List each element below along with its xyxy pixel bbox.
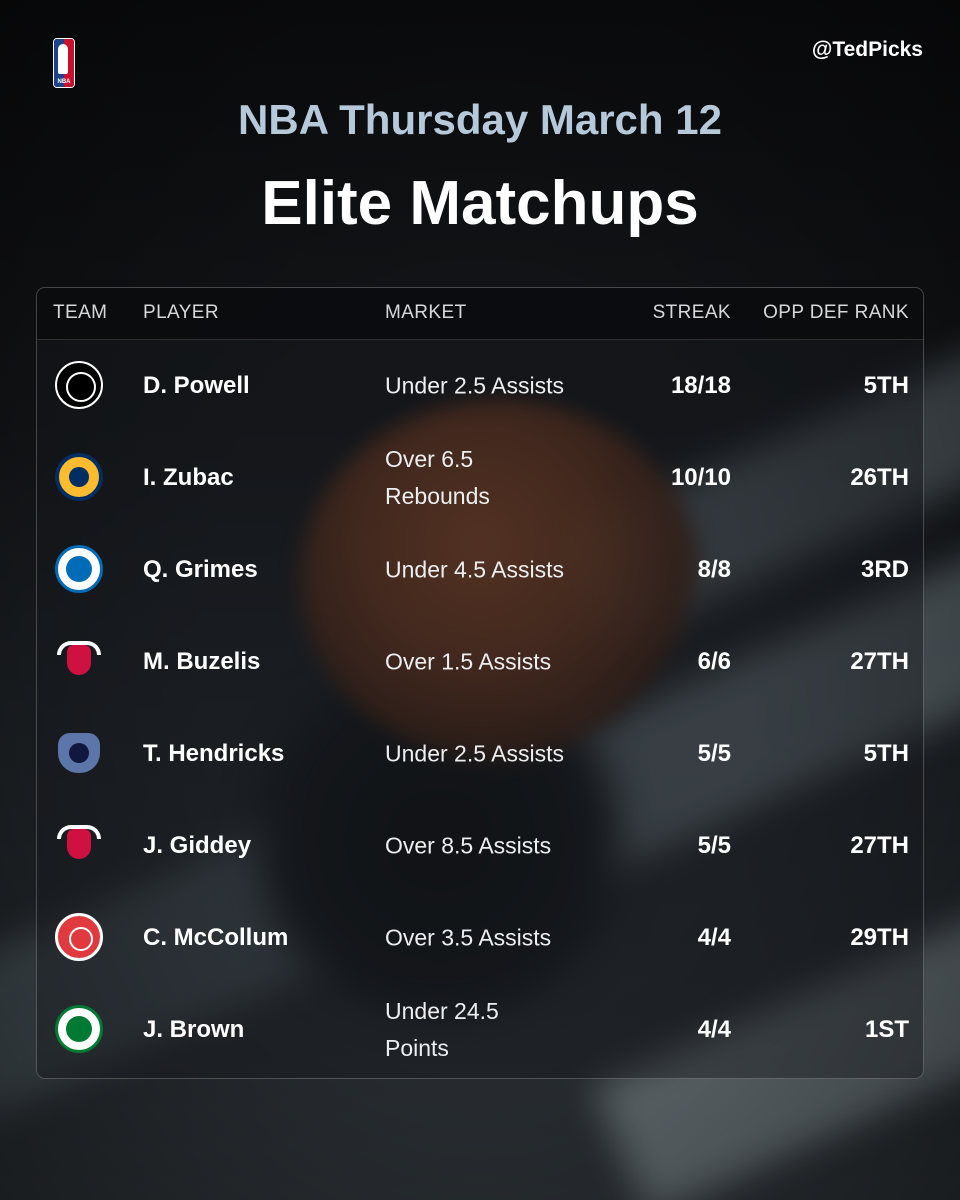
hawks-logo-icon: [55, 913, 103, 961]
column-header-streak: STREAK: [652, 302, 731, 323]
player-name: T. Hendricks: [143, 740, 285, 767]
76ers-logo-icon: [55, 545, 103, 593]
nets-logo-icon: [55, 361, 103, 409]
player-name: M. Buzelis: [143, 648, 261, 675]
player-name: I. Zubac: [143, 464, 234, 491]
opp-def-rank-value: 26TH: [850, 464, 909, 491]
streak-value: 10/10: [670, 464, 731, 491]
basketball-image: [300, 400, 700, 760]
opp-def-rank-value: 5TH: [863, 372, 909, 399]
streak-value: 8/8: [697, 556, 731, 583]
opp-def-rank-value: 3RD: [860, 556, 909, 583]
column-header-opp-def-rank: OPP DEF RANK: [763, 302, 909, 323]
market-text: Over 8.5 Assists: [385, 832, 552, 859]
table-row: M. Buzelis Over 1.5 Assists 6/6 27TH: [37, 616, 923, 708]
matchups-table: TEAM PLAYER MARKET STREAK OPP DEF RANK D…: [36, 287, 924, 1079]
streak-value: 5/5: [697, 740, 731, 767]
streak-value: 4/4: [697, 924, 731, 951]
pacers-logo-icon: [55, 453, 103, 501]
streak-value: 5/5: [697, 832, 731, 859]
market-text: Under 2.5 Assists: [385, 372, 564, 399]
opp-def-rank-value: 27TH: [850, 832, 909, 859]
social-handle: @TedPicks: [811, 38, 923, 61]
table-row: T. Hendricks Under 2.5 Assists 5/5 5TH: [37, 708, 923, 800]
column-header-player: PLAYER: [143, 302, 219, 323]
opp-def-rank-value: 27TH: [850, 648, 909, 675]
streak-value: 18/18: [670, 372, 731, 399]
page-title: Elite Matchups: [261, 169, 699, 238]
opp-def-rank-value: 29TH: [850, 924, 909, 951]
table-row: J. Giddey Over 8.5 Assists 5/5 27TH: [37, 800, 923, 892]
bulls-logo-icon: [55, 821, 103, 869]
table-row: D. Powell Under 2.5 Assists 18/18 5TH: [37, 340, 923, 432]
nba-logo: NBA: [53, 38, 75, 88]
column-header-market: MARKET: [385, 302, 467, 323]
opp-def-rank-value: 5TH: [863, 740, 909, 767]
bulls-logo-icon: [55, 637, 103, 685]
celtics-logo-icon: [55, 1005, 103, 1053]
player-name: C. McCollum: [143, 924, 289, 951]
player-name: J. Giddey: [143, 832, 252, 859]
market-text: Under 4.5 Assists: [385, 556, 564, 583]
player-name: J. Brown: [143, 1016, 245, 1043]
grizzlies-logo-icon: [55, 729, 103, 777]
table-row: J. Brown Under 24.5 Points 4/4 1ST: [37, 984, 923, 1076]
player-name: Q. Grimes: [143, 556, 258, 583]
streak-value: 4/4: [697, 1016, 731, 1043]
opp-def-rank-value: 1ST: [864, 1016, 909, 1043]
market-text: Under 24.5 Points: [385, 998, 499, 1061]
table-row: C. McCollum Over 3.5 Assists 4/4 29TH: [37, 892, 923, 984]
page-subtitle: NBA Thursday March 12: [238, 96, 722, 143]
table-row: I. Zubac Over 6.5 Rebounds 10/10 26TH: [37, 432, 923, 524]
table-header: TEAM PLAYER MARKET STREAK OPP DEF RANK: [37, 288, 923, 340]
market-text: Over 3.5 Assists: [385, 924, 552, 951]
market-text: Over 1.5 Assists: [385, 648, 552, 675]
player-name: D. Powell: [143, 372, 250, 399]
table-row: Q. Grimes Under 4.5 Assists 8/8 3RD: [37, 524, 923, 616]
column-header-team: TEAM: [53, 302, 108, 323]
market-text: Under 2.5 Assists: [385, 740, 564, 767]
market-text: Over 6.5 Rebounds: [385, 446, 490, 509]
streak-value: 6/6: [697, 648, 731, 675]
